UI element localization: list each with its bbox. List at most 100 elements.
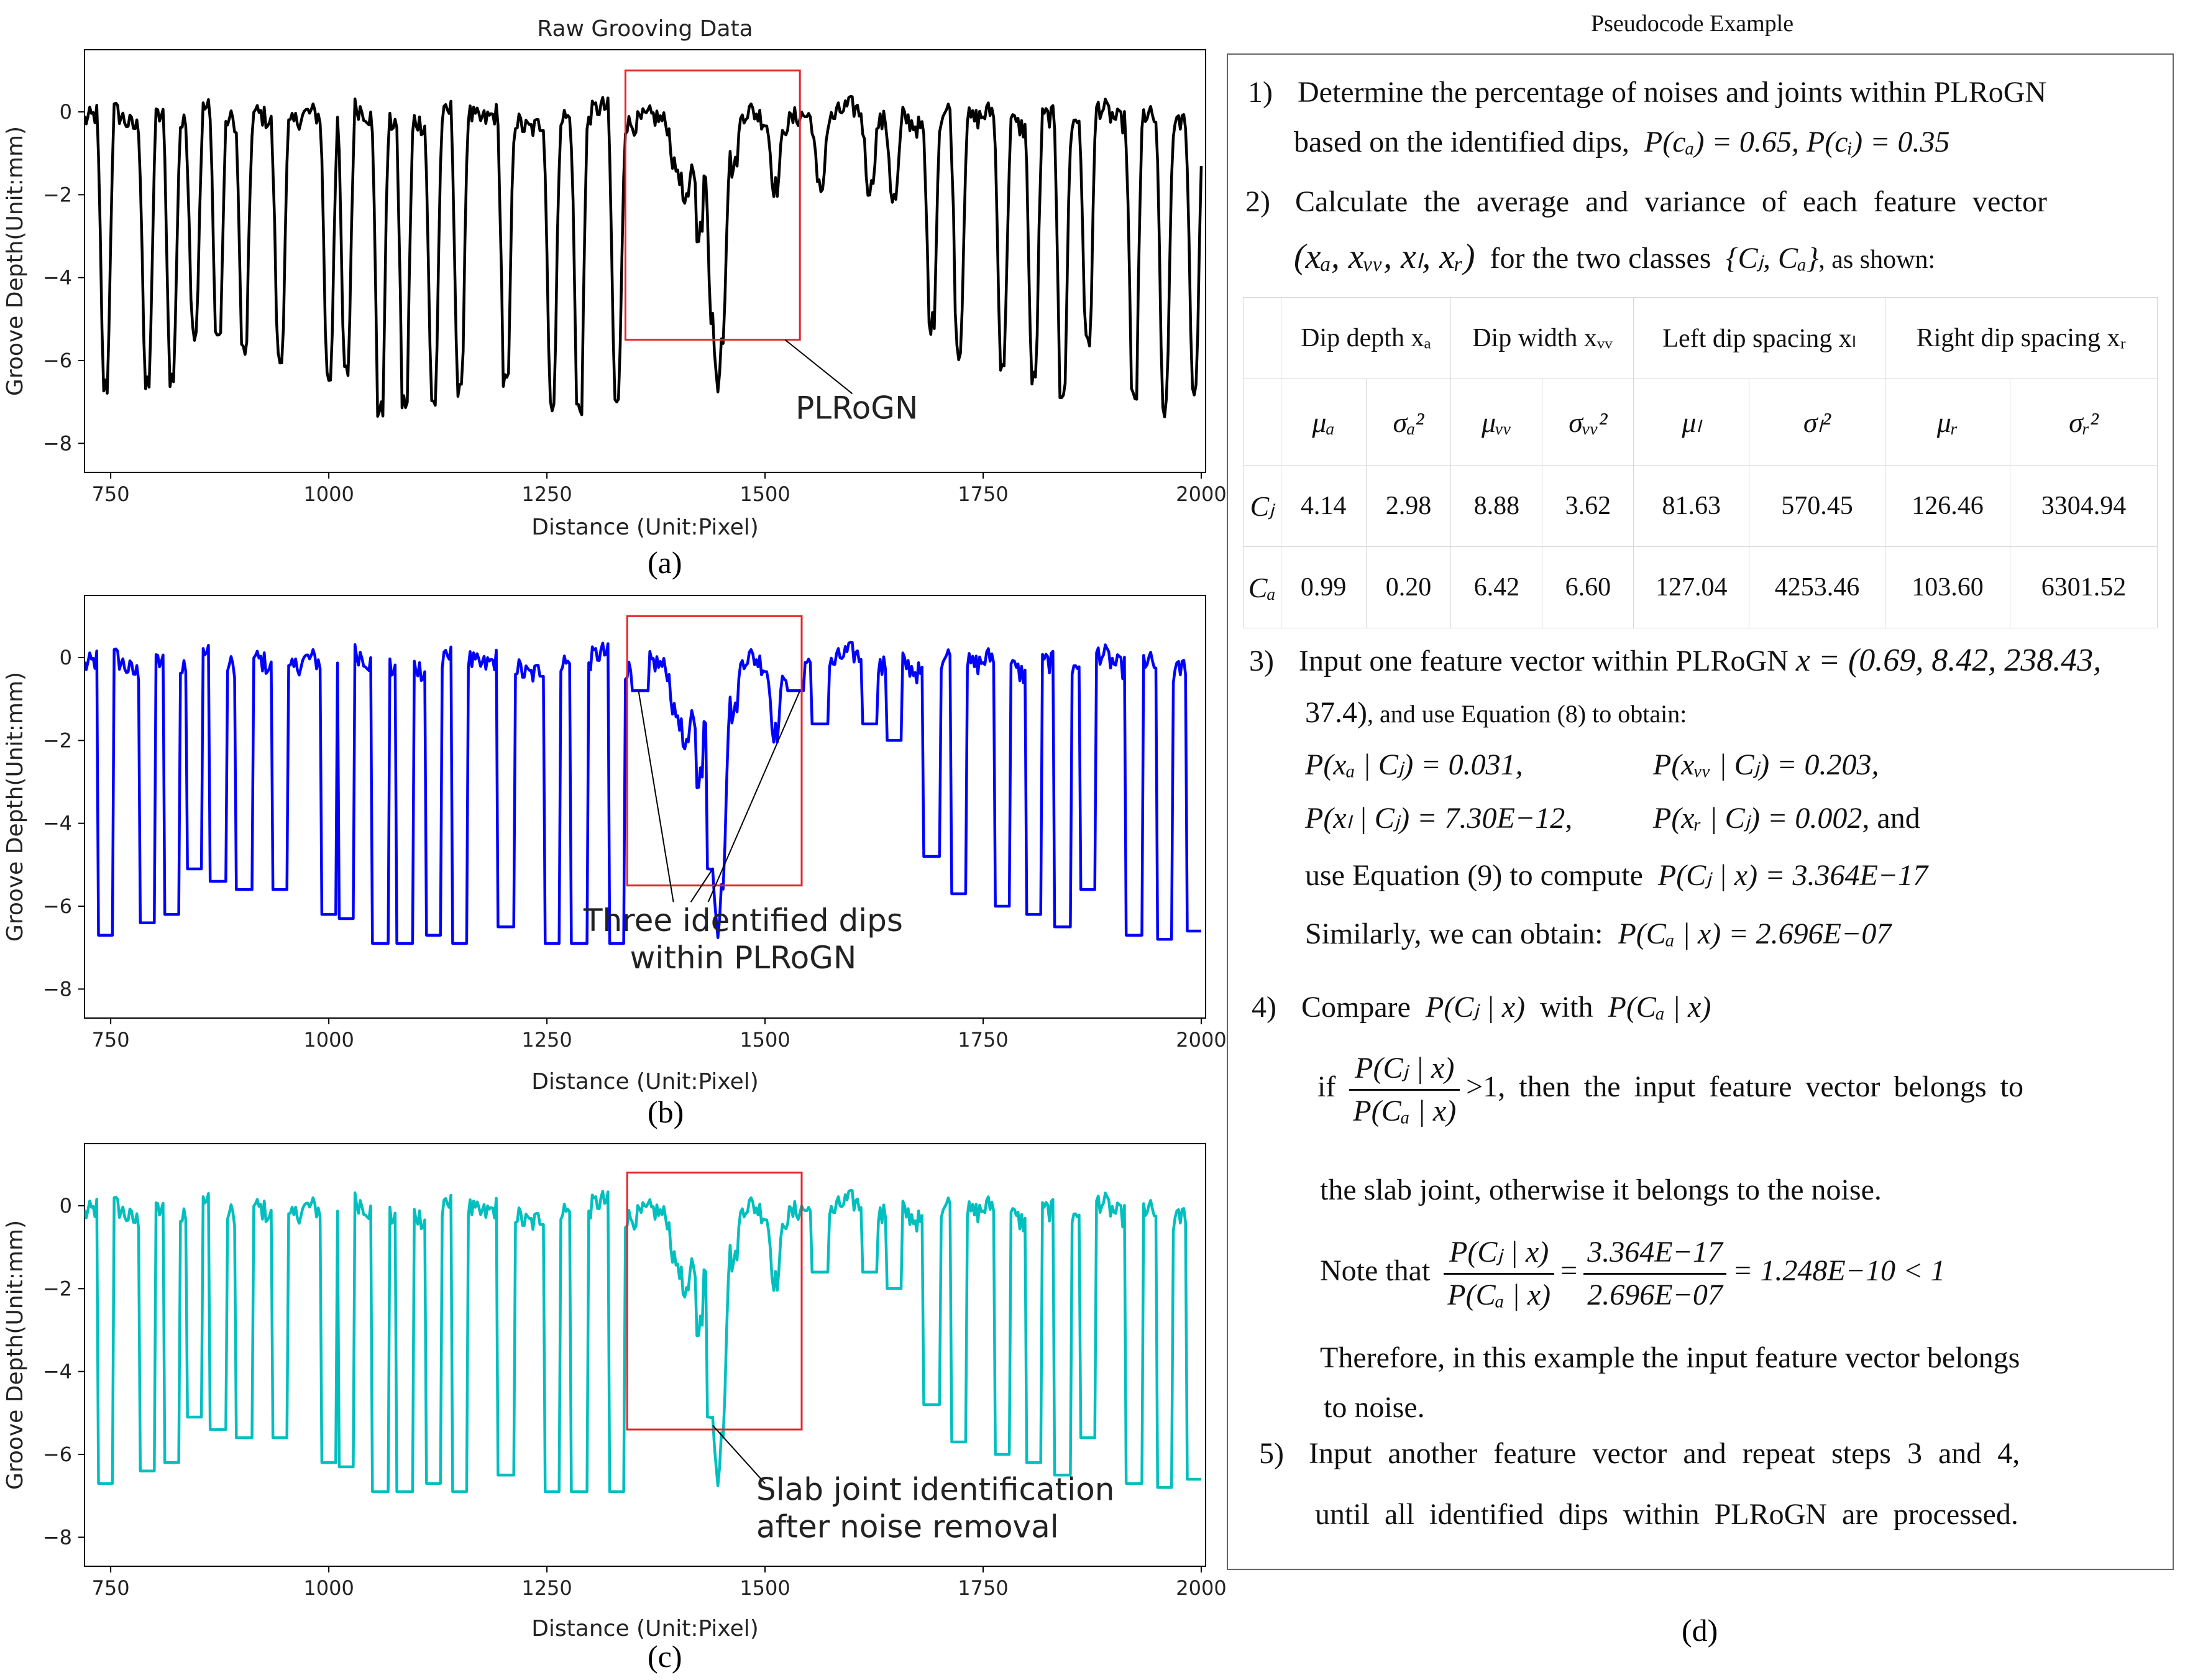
y-axis-label-c: Groove Depth(Unit:mm) <box>2 1220 28 1490</box>
step-1-math: P(cₐ) = 0.65, P(cᵢ) = 0.35 <box>1644 126 1950 158</box>
table-cell: 4.14 <box>1280 465 1367 547</box>
step-3-p1: P(xₐ | Cⱼ) = 0.031, <box>1305 748 1523 781</box>
subheader-sigma-d: σₐ² <box>1365 379 1452 466</box>
step-1-line-1: 1) Determine the percentage of noises and… <box>1248 76 2047 109</box>
header-left-spacing: Left dip spacing xₗ <box>1633 297 1885 379</box>
plot-frame-b <box>84 595 1206 1019</box>
caption-c: (c) <box>648 1639 682 1674</box>
table-cell: 2.98 <box>1365 465 1452 547</box>
table-cell: 6.42 <box>1450 546 1543 628</box>
step-5-line-1: 5) Input another feature vector and repea… <box>1259 1437 2020 1470</box>
caption-a: (a) <box>648 545 682 580</box>
x-tick-label-c: 2000 <box>1176 1576 1226 1600</box>
annotation-leader-b <box>638 691 674 902</box>
caption-d: (d) <box>1682 1613 1718 1648</box>
x-axis-label-a: Distance (Unit:Pixel) <box>531 515 759 540</box>
step-3-line-5: use Equation (9) to compute P(Cⱼ | x) = … <box>1305 859 1928 892</box>
step-2-line-2: (xₐ, xᵥᵥ, xₗ, xᵣ) for the two classes {C… <box>1294 237 1936 276</box>
header-right-spacing: Right dip spacing xᵣ <box>1884 297 2158 379</box>
pseudocode-box <box>1227 53 2174 1570</box>
parameter-table: Dip depth xₐ Dip width xᵥᵥ Left dip spac… <box>1243 297 2158 628</box>
row-label: Cⱼ <box>1243 465 1281 547</box>
series-line-b <box>85 640 1201 945</box>
subheader-sigma-r: σᵣ² <box>2010 379 2158 466</box>
table-cell: 81.63 <box>1633 465 1750 547</box>
step-3-p3: P(xₗ | Cⱼ) = 7.30E−12, <box>1305 802 1573 835</box>
y-tick-label-c: −4 <box>43 1360 72 1384</box>
y-tick-label-c: −8 <box>43 1525 72 1549</box>
table-cell: 3.62 <box>1542 465 1634 547</box>
y-tick-label-c: −6 <box>43 1443 72 1466</box>
x-tick-label-a: 1750 <box>958 482 1008 506</box>
plots-area: Raw Grooving Data 750 1000 1250 1500 1750 2000… <box>2 16 1227 1641</box>
subheader-sigma-w: σᵥᵥ² <box>1542 379 1634 466</box>
subheader-mu-d: μₐ <box>1280 379 1367 466</box>
x-tick-label-b: 1000 <box>303 1028 354 1052</box>
series-line-c <box>85 1188 1201 1494</box>
table-cell: 570.45 <box>1749 465 1885 547</box>
annotation-plrogn: PLRoGN <box>795 390 918 426</box>
table-row-noise: Cₐ 0.99 0.20 6.42 6.60 127.04 4253.46 10… <box>1243 546 2158 628</box>
x-axis-label-b: Distance (Unit:Pixel) <box>531 1069 759 1095</box>
x-tick-label-a: 1500 <box>740 482 790 506</box>
pseudocode-title: Pseudocode Example <box>1591 11 1794 37</box>
table-cell: 6.60 <box>1542 546 1634 628</box>
annotation-after-noise: after noise removal <box>756 1508 1059 1545</box>
y-tick-label-a: 0 <box>60 100 72 124</box>
table-cell: 6301.52 <box>2010 546 2158 628</box>
annotation-leader-b <box>690 868 713 902</box>
y-tick-label-c: −2 <box>43 1277 72 1300</box>
x-tick-label-b: 1250 <box>521 1028 572 1052</box>
step-3-line-6: Similarly, we can obtain: P(Cₐ | x) = 2.… <box>1305 917 1892 950</box>
series-line-a <box>85 94 1203 418</box>
x-tick-label-c: 1500 <box>740 1576 790 1600</box>
subheader-mu-r: μᵣ <box>1884 379 2011 466</box>
header-dip-depth: Dip depth xₐ <box>1280 297 1452 379</box>
x-tick-label-a: 1250 <box>521 482 572 506</box>
x-tick-label-a: 750 <box>92 482 130 506</box>
table-corner <box>1243 297 1281 379</box>
annotation-leader-a <box>784 339 853 395</box>
table-cell: 3304.94 <box>2010 465 2158 547</box>
x-tick-label-a: 2000 <box>1176 482 1226 506</box>
plrogn-box-a <box>624 69 801 341</box>
table-row-joint: Cⱼ 4.14 2.98 8.88 3.62 81.63 570.45 126.… <box>1243 465 2158 547</box>
table-cell: 0.99 <box>1280 546 1367 628</box>
annotation-within-plrogn: within PLRoGN <box>630 940 857 976</box>
x-tick-label-c: 1250 <box>521 1576 572 1600</box>
row-label: Cₐ <box>1243 546 1281 628</box>
header-dip-width: Dip width xᵥᵥ <box>1450 297 1634 379</box>
y-axis-label-a: Groove Depth(Unit:mm) <box>2 126 28 396</box>
y-tick-label-a: −2 <box>43 183 72 206</box>
y-tick-label-b: 0 <box>60 646 72 669</box>
y-axis-label-b: Groove Depth(Unit:mm) <box>2 672 28 942</box>
step-4-note: Note that P(Cⱼ | x) P(Cₐ | x) = 3.364E−17 2.… <box>1320 1236 1946 1311</box>
table-cell: 103.60 <box>1884 546 2011 628</box>
plot-frame-c <box>84 1143 1206 1567</box>
y-tick-label-c: 0 <box>60 1194 72 1218</box>
caption-b: (b) <box>648 1095 684 1129</box>
subheader-mu-l: μₗ <box>1633 379 1750 466</box>
plrogn-box-c <box>626 1172 803 1431</box>
annotation-three-dips: Three identified dips <box>583 902 903 939</box>
step-1-line-2: based on the identified dips, P(cₐ) = 0.… <box>1294 126 1950 158</box>
y-tick-label-a: −4 <box>43 266 72 290</box>
y-tick-label-a: −6 <box>43 349 72 372</box>
subheader-corner <box>1243 379 1281 466</box>
plrogn-box-b <box>626 615 803 887</box>
x-tick-label-b: 1500 <box>740 1028 790 1052</box>
y-tick-label-b: −2 <box>43 728 72 752</box>
annotation-leader-c <box>712 1425 766 1484</box>
plot-frame-a <box>84 49 1206 473</box>
step-4-condition: if P(Cⱼ | x) P(Cₐ | x) >1, then the input … <box>1317 1052 2023 1127</box>
annotation-leader-b <box>707 690 801 902</box>
table-cell: 127.04 <box>1633 546 1750 628</box>
x-tick-label-c: 750 <box>92 1576 130 1600</box>
step-5-line-2: until all identified dips within PLRoGN … <box>1315 1498 2018 1531</box>
x-tick-label-b: 1750 <box>958 1028 1008 1052</box>
table-cell: 0.20 <box>1365 546 1452 628</box>
x-tick-label-b: 2000 <box>1176 1028 1226 1052</box>
x-tick-label-c: 1750 <box>958 1576 1008 1600</box>
y-tick-label-a: −8 <box>43 431 72 455</box>
step-2-line-1: 2) Calculate the average and variance of … <box>1245 185 2047 218</box>
